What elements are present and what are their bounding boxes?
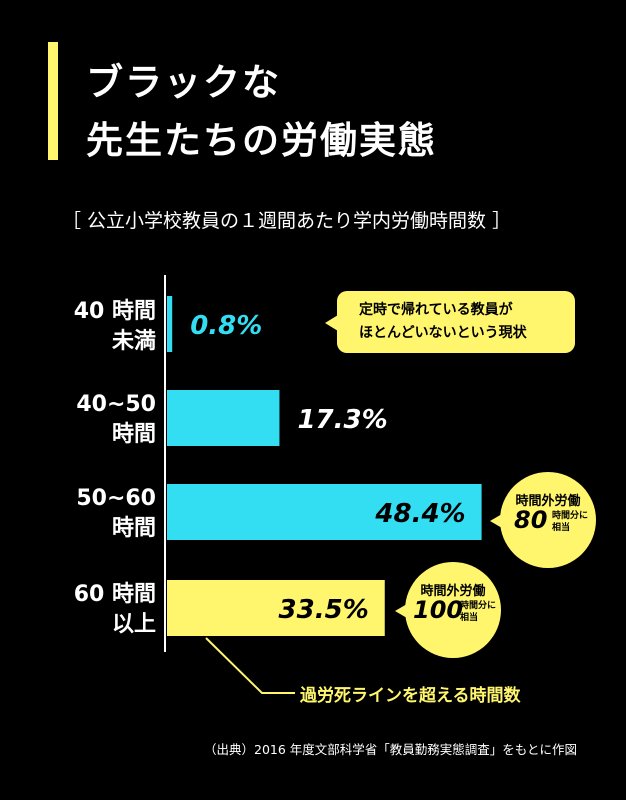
badge-unit-line: 相当 bbox=[552, 523, 571, 533]
karoshi-line-annotation: 過労死ラインを超える時間数 bbox=[300, 686, 521, 706]
callout-line-2: ほとんどいないという現状 bbox=[359, 325, 527, 341]
chart-subtitle: ［ 公立小学校教員の１週間あたり学内労働時間数 ］ bbox=[62, 210, 512, 232]
row-label-line: 50~60 bbox=[76, 486, 156, 511]
badge-heading: 時間外労働 bbox=[515, 494, 581, 509]
overtime-100-badge: 時間外労働 100 時間分に 相当 bbox=[395, 562, 501, 658]
row-label-over-60: 60 時間 以上 bbox=[74, 580, 156, 640]
row-label-under-40: 40 時間 未満 bbox=[74, 297, 156, 357]
badge-unit-line: 時間分に bbox=[460, 601, 497, 611]
row-label-40-50: 40~50 時間 bbox=[76, 390, 156, 450]
row-label-50-60: 50~60 時間 bbox=[76, 484, 156, 544]
bar-2 bbox=[167, 484, 482, 540]
row-label-line: 未満 bbox=[111, 329, 156, 354]
title-accent-bar bbox=[48, 42, 58, 160]
title-line-1: ブラックな bbox=[86, 61, 281, 104]
row-label-line: 時間 bbox=[111, 516, 156, 541]
badge-number: 80 bbox=[514, 506, 548, 534]
badge-unit-line: 時間分に bbox=[552, 511, 589, 521]
value-label-2: 48.4% bbox=[374, 499, 465, 529]
badge-unit: 時間分に 相当 bbox=[460, 600, 496, 624]
source-note: （出典）2016 年度文部科学省「教員勤務実態調査」をもとに作図 bbox=[204, 742, 578, 757]
row-label-line: 40 時間 bbox=[73, 299, 156, 324]
bar-1 bbox=[167, 390, 280, 446]
row-label-line: 時間 bbox=[111, 422, 156, 447]
overtime-80-badge: 時間外労働 80 時間分に 相当 bbox=[490, 472, 596, 568]
row-label-line: 60 時間 bbox=[73, 582, 156, 607]
callout-bubble: 定時で帰れている教員が ほとんどいないという現状 bbox=[325, 291, 575, 353]
badge-unit-line: 相当 bbox=[460, 613, 479, 623]
value-label-1: 17.3% bbox=[297, 405, 387, 435]
bar-3 bbox=[167, 580, 385, 636]
annotation-leader-line bbox=[205, 637, 295, 694]
badge-unit: 時間分に 相当 bbox=[552, 510, 588, 534]
value-label-3: 33.5% bbox=[279, 595, 369, 625]
badge-heading: 時間外労働 bbox=[420, 584, 486, 599]
title-line-2: 先生たちの労働実態 bbox=[86, 119, 437, 162]
row-label-line: 以上 bbox=[111, 612, 156, 637]
callout-line-1: 定時で帰れている教員が bbox=[359, 302, 513, 318]
row-label-line: 40~50 bbox=[76, 392, 156, 417]
bar-0 bbox=[167, 296, 173, 352]
value-label-0: 0.8% bbox=[190, 311, 262, 341]
badge-number: 100 bbox=[413, 596, 464, 624]
